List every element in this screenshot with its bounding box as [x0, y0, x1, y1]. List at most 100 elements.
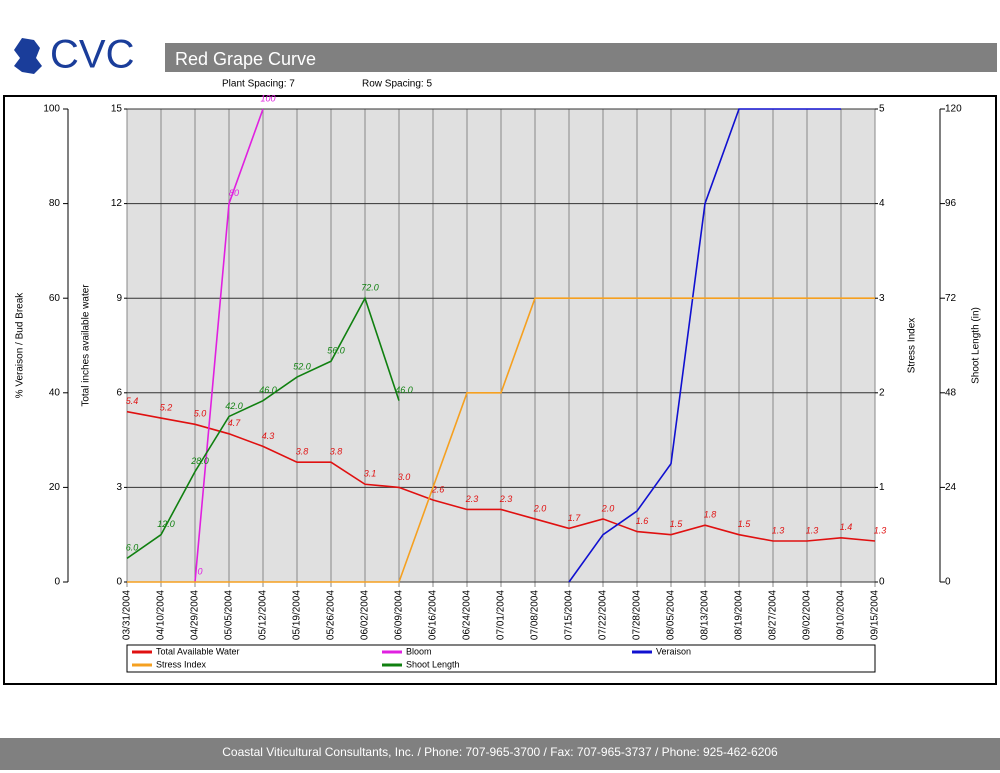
plant-spacing: Plant Spacing: 7 [222, 79, 295, 90]
x-tick-label: 05/19/2004 [292, 590, 303, 640]
data-label: 2.3 [499, 494, 513, 504]
y-tick-label: 48 [945, 387, 957, 398]
series-line [126, 296, 400, 560]
legend-box [126, 644, 876, 673]
data-label: 100 [260, 93, 275, 103]
x-tick-label: 04/10/2004 [156, 590, 167, 640]
y-tick-label: 0 [879, 577, 885, 588]
legend-label: Total Available Water [156, 646, 240, 656]
data-label: 5.0 [194, 409, 207, 419]
y-tick-label: 40 [49, 387, 61, 398]
x-tick-label: 08/13/2004 [700, 590, 711, 640]
logo-icon [14, 38, 42, 74]
x-tick-label: 08/05/2004 [666, 590, 677, 640]
chart-frame [3, 95, 997, 685]
y-tick-label: 20 [49, 482, 61, 493]
x-tick-label: 07/15/2004 [564, 590, 575, 640]
data-label: 1.8 [704, 510, 717, 520]
data-label: 1.3 [772, 525, 785, 535]
y-tick-label: 100 [43, 104, 60, 115]
x-tick-label: 07/22/2004 [598, 590, 609, 640]
data-label: 1.5 [738, 519, 752, 529]
data-label: 1.3 [874, 525, 887, 535]
y-tick-label: 3 [879, 293, 885, 304]
legend-label: Stress Index [156, 659, 207, 669]
x-tick-label: 06/16/2004 [428, 590, 439, 640]
data-label: 2.3 [465, 494, 479, 504]
legend-label: Shoot Length [406, 659, 460, 669]
data-label: 3.1 [364, 469, 377, 479]
series-line [126, 410, 876, 542]
axis-title: % Veraison / Bud Break [15, 292, 26, 399]
logo: CVC [50, 33, 134, 77]
chart: 03/31/2004 04/10/2004 04/29/2004 05/05/2004… [15, 93, 982, 673]
title-bar [165, 43, 997, 72]
y-tick-label: 80 [49, 198, 61, 209]
x-tick-label: 04/29/2004 [190, 590, 201, 640]
y-tick-label: 0 [54, 577, 60, 588]
x-tick-label: 08/19/2004 [734, 590, 745, 640]
series-line [194, 108, 264, 583]
data-label: 52.0 [293, 361, 311, 371]
data-label: 72.0 [361, 283, 379, 293]
data-label: 2.6 [431, 484, 445, 494]
data-label: 1.5 [670, 519, 684, 529]
y-tick-label: 1 [879, 482, 885, 493]
data-label: 4.7 [228, 418, 242, 428]
footer: Coastal Viticultural Consultants, Inc. /… [222, 745, 778, 759]
data-label: 3.8 [330, 447, 343, 457]
y-tick-label: 96 [945, 198, 957, 209]
title: Red Grape Curve [175, 49, 316, 69]
data-label: 56.0 [327, 346, 345, 356]
data-label: 1.3 [806, 525, 819, 535]
row-spacing: Row Spacing: 5 [362, 79, 432, 90]
x-tick-label: 07/08/2004 [530, 590, 541, 640]
x-tick-label: 06/02/2004 [360, 590, 371, 640]
data-label: 46.0 [395, 385, 413, 395]
y-tick-label: 15 [111, 104, 123, 115]
x-tick-label: 05/26/2004 [326, 590, 337, 640]
y-tick-label: 2 [879, 387, 885, 398]
x-tick-label: 09/10/2004 [836, 590, 847, 640]
data-label: 1.4 [840, 522, 853, 532]
y-tick-label: 0 [116, 577, 122, 588]
y-tick-label: 72 [945, 293, 957, 304]
legend-label: Veraison [656, 646, 691, 656]
data-label: 1.6 [636, 516, 649, 526]
x-tick-label: 08/27/2004 [768, 590, 779, 640]
axis-title: Total inches available water [81, 284, 92, 407]
data-label: 42.0 [225, 401, 243, 411]
y-tick-label: 5 [879, 104, 885, 115]
x-tick-label: 05/12/2004 [258, 590, 269, 640]
data-label: 1.7 [568, 513, 582, 523]
y-tick-label: 12 [111, 198, 123, 209]
axis-title: Stress Index [907, 318, 918, 374]
y-tick-label: 120 [945, 104, 962, 115]
data-label: 4.3 [262, 431, 275, 441]
data-label: 3.8 [296, 447, 309, 457]
y-tick-label: 6 [116, 387, 122, 398]
data-label: 0 [197, 566, 202, 576]
x-tick-label: 06/09/2004 [394, 590, 405, 640]
data-label: 12.0 [157, 519, 175, 529]
y-tick-label: 4 [879, 198, 885, 209]
data-label: 5.2 [160, 402, 173, 412]
y-tick-label: 9 [116, 293, 122, 304]
axis-title: Shoot Length (in) [971, 307, 982, 384]
y-tick-label: 0 [945, 577, 951, 588]
x-tick-label: 09/15/2004 [870, 590, 881, 640]
data-label: 28.0 [190, 456, 209, 466]
y-tick-label: 3 [116, 482, 122, 493]
x-tick-label: 05/05/2004 [224, 590, 235, 640]
x-tick-label: 07/28/2004 [632, 590, 643, 640]
y-tick-label: 60 [49, 293, 61, 304]
x-tick-label: 06/24/2004 [462, 590, 473, 640]
legend-label: Bloom [406, 646, 432, 656]
data-label: 3.0 [398, 472, 411, 482]
data-label: 46.0 [259, 385, 277, 395]
footer-bar [0, 738, 1000, 770]
data-label: 2.0 [533, 503, 547, 513]
x-tick-label: 03/31/2004 [122, 590, 133, 640]
data-label: 80 [229, 188, 239, 198]
